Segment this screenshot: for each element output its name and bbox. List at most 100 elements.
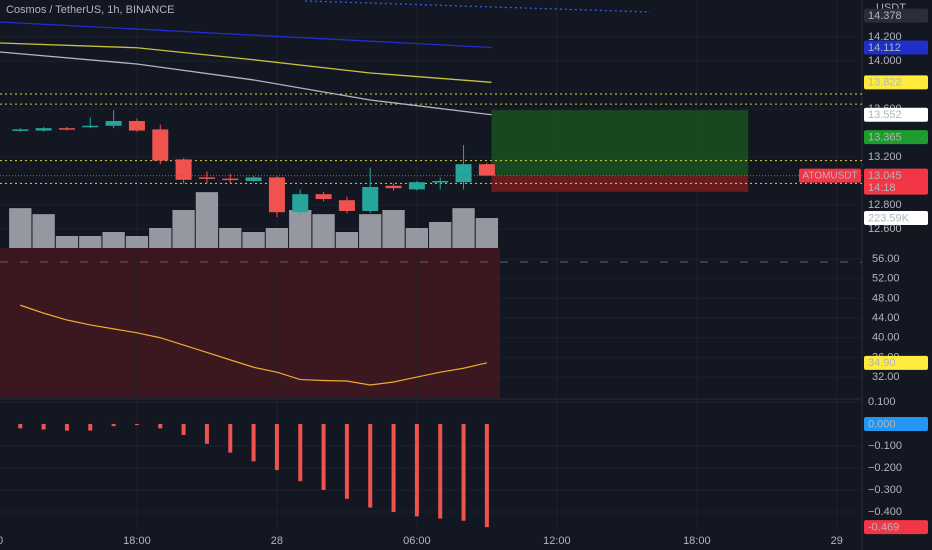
price-badge-label: 13.822 bbox=[868, 77, 902, 89]
x-tick-label: 12:00 bbox=[543, 535, 571, 547]
volume-bar bbox=[149, 228, 172, 248]
candle-body bbox=[198, 177, 215, 179]
price-badge-label: 0.000 bbox=[868, 418, 896, 430]
plot: 00 18:00 28 06:00 12:00 18:00 29 ATOMUSDT bbox=[0, 0, 862, 547]
volume-bar bbox=[359, 214, 382, 248]
candle-body bbox=[338, 200, 355, 211]
candle-body bbox=[362, 186, 379, 211]
x-tick-label: 18:00 bbox=[123, 535, 151, 547]
y-tick-label: 44.00 bbox=[872, 312, 900, 324]
volume-bar bbox=[79, 236, 102, 248]
histogram-bar bbox=[298, 423, 303, 482]
volume-badge-label: 223.59K bbox=[868, 212, 910, 224]
histogram-bar bbox=[274, 423, 279, 471]
candle-body bbox=[35, 128, 52, 131]
price-badge-label: 34.90 bbox=[868, 357, 896, 369]
histogram-bar bbox=[134, 423, 139, 426]
y-tick-label: 12.800 bbox=[868, 199, 902, 211]
price-badge bbox=[864, 416, 928, 431]
volume-bar bbox=[452, 208, 475, 248]
y-tick-label: −0.200 bbox=[868, 462, 902, 474]
price-badge bbox=[864, 107, 928, 122]
price-axis: 12.60012.80013.20013.60014.00014.20014.3… bbox=[864, 8, 928, 535]
candle-body bbox=[432, 180, 449, 183]
candle-body bbox=[128, 120, 145, 131]
y-tick-label: 13.200 bbox=[868, 151, 902, 163]
last-price-badge bbox=[864, 168, 928, 195]
candle-body bbox=[105, 120, 122, 126]
candle-body bbox=[82, 125, 99, 128]
candle-body bbox=[175, 159, 192, 180]
y-tick-label: 14.200 bbox=[868, 31, 902, 43]
y-tick-label: 48.00 bbox=[872, 292, 900, 304]
volume-bar bbox=[289, 210, 312, 248]
volume-bar bbox=[335, 232, 359, 248]
candle-body bbox=[478, 164, 495, 176]
y-tick-label: 12.600 bbox=[868, 223, 902, 235]
volume-bar bbox=[265, 228, 289, 248]
price-badge bbox=[864, 130, 928, 145]
histogram-bar bbox=[344, 423, 349, 499]
volume-badge bbox=[864, 211, 928, 226]
candle-body bbox=[245, 177, 262, 181]
y-tick-label: −0.100 bbox=[868, 440, 902, 452]
histogram-bar bbox=[438, 423, 443, 519]
candle-body bbox=[58, 128, 75, 130]
last-price-label: 13.045 bbox=[868, 170, 902, 182]
histogram-bar bbox=[484, 423, 489, 528]
candle-body bbox=[315, 194, 332, 199]
histogram-bar bbox=[88, 423, 93, 431]
volume-bar bbox=[9, 208, 32, 248]
histogram-bar bbox=[321, 423, 326, 490]
indicator-line bbox=[0, 42, 492, 83]
y-tick-label: 14.000 bbox=[868, 55, 902, 67]
y-tick-label: 40.00 bbox=[872, 332, 900, 344]
symbol-label: ATOMUSDT bbox=[802, 171, 857, 182]
volume-bar bbox=[102, 232, 125, 248]
indicator-line bbox=[0, 51, 492, 116]
price-badge-label: 13.552 bbox=[868, 109, 902, 121]
histogram-bar bbox=[18, 423, 23, 429]
volume-bar bbox=[312, 214, 335, 248]
price-badge-label: -0.469 bbox=[868, 522, 899, 534]
candle-body bbox=[152, 129, 169, 161]
y-tick-label: −0.300 bbox=[868, 484, 902, 496]
candle-body bbox=[222, 178, 239, 181]
x-tick-label: 29 bbox=[831, 535, 843, 547]
histogram-bar bbox=[228, 423, 233, 453]
x-tick-label: 18:00 bbox=[683, 535, 711, 547]
volume-bar bbox=[219, 228, 242, 248]
candle-body bbox=[408, 182, 425, 190]
y-tick-label: 32.00 bbox=[872, 371, 900, 383]
indicator-line bbox=[0, 21, 492, 49]
volume-bar bbox=[405, 228, 429, 248]
price-badge bbox=[864, 520, 928, 535]
volume-bar bbox=[32, 214, 55, 248]
histogram-bar bbox=[64, 423, 69, 431]
volume-bar bbox=[382, 210, 405, 248]
price-badge bbox=[864, 40, 928, 55]
chart-header: Cosmos / TetherUS, 1h, BINANCE bbox=[6, 4, 175, 16]
candle-body bbox=[385, 185, 402, 189]
candle-body bbox=[268, 177, 285, 213]
volume-bar bbox=[172, 210, 195, 248]
x-tick-label: 00 bbox=[0, 535, 3, 547]
volume-bar bbox=[475, 218, 499, 248]
position-stop bbox=[491, 176, 749, 192]
price-badge bbox=[864, 355, 928, 370]
y-tick-label: 56.00 bbox=[872, 253, 900, 265]
x-tick-label: 28 bbox=[271, 535, 283, 547]
candle-body bbox=[292, 194, 309, 213]
volume-bar bbox=[429, 222, 452, 248]
price-badge-label: 14.112 bbox=[868, 42, 901, 54]
histogram-bar bbox=[41, 423, 46, 430]
price-badge-label: 13.365 bbox=[868, 132, 902, 144]
histogram-bar bbox=[204, 423, 209, 444]
indicator-line bbox=[304, 0, 651, 13]
volume-bar bbox=[195, 192, 219, 248]
histogram-bar bbox=[251, 423, 256, 462]
volume-bar bbox=[125, 236, 149, 248]
volume-bar bbox=[242, 232, 265, 248]
rsi-line bbox=[20, 304, 488, 386]
